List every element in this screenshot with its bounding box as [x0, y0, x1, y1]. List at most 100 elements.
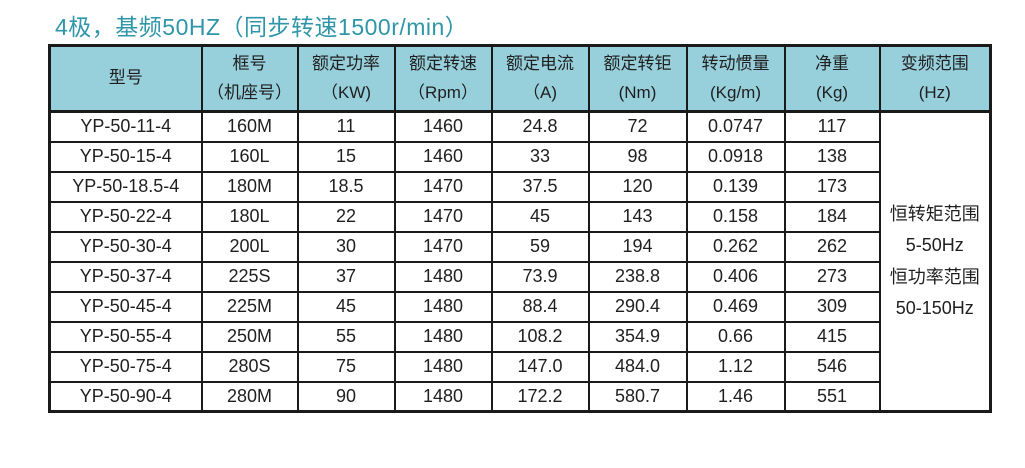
rated-torque-cell: 238.8 — [587, 260, 688, 293]
net-weight-cell: 138 — [783, 140, 881, 173]
frame-cell: 160M — [200, 110, 299, 143]
inertia-cell: 0.406 — [685, 260, 786, 293]
model-cell: YP-50-22-4 — [48, 200, 203, 233]
column-header-rated-current: 额定电流 （A) — [490, 44, 590, 113]
rated-current-cell: 24.8 — [490, 110, 590, 143]
header-line: （A) — [523, 82, 557, 102]
header-line: (Kg) — [815, 82, 849, 102]
frame-cell: 160L — [200, 140, 299, 173]
rated-torque-cell: 98 — [587, 140, 688, 173]
rated-speed-cell: 1470 — [393, 170, 493, 203]
rated-torque-cell: 290.4 — [587, 290, 688, 323]
model-cell: YP-50-30-4 — [48, 230, 203, 263]
rated-power-cell: 11 — [296, 110, 396, 143]
net-weight-cell: 273 — [783, 260, 881, 293]
net-weight-cell: 117 — [783, 110, 881, 143]
frame-cell: 225M — [200, 290, 299, 323]
header-line: 额定转速 — [409, 53, 477, 73]
page-title: 4极，基频50HZ（同步转速1500r/min） — [55, 14, 469, 40]
rated-current-cell: 37.5 — [490, 170, 590, 203]
rated-current-cell: 45 — [490, 200, 590, 233]
inertia-cell: 0.66 — [685, 320, 786, 353]
rated-power-cell: 55 — [296, 320, 396, 353]
rated-current-cell: 147.0 — [490, 350, 590, 383]
spec-table: 型号 框号 （机座号） 额定功率 （KW) 额定转速 （Rpm） 额定电流 — [48, 44, 992, 413]
frame-cell: 225S — [200, 260, 299, 293]
rated-speed-cell: 1480 — [393, 350, 493, 383]
header-line: 净重 — [815, 53, 849, 73]
model-cell: YP-50-37-4 — [48, 260, 203, 293]
column-header-frequency-range: 变频范围 (Hz) — [878, 44, 992, 113]
rated-power-cell: 75 — [296, 350, 396, 383]
rated-speed-cell: 1480 — [393, 380, 493, 413]
frame-cell: 280S — [200, 350, 299, 383]
rated-torque-cell: 194 — [587, 230, 688, 263]
table-header-row: 型号 框号 （机座号） 额定功率 （KW) 额定转速 （Rpm） 额定电流 — [48, 44, 992, 113]
rated-torque-cell: 580.7 — [587, 380, 688, 413]
inertia-cell: 0.262 — [685, 230, 786, 263]
model-cell: YP-50-45-4 — [48, 290, 203, 323]
rated-current-cell: 172.2 — [490, 380, 590, 413]
header-line: (Kg/m) — [710, 82, 761, 102]
inertia-cell: 0.469 — [685, 290, 786, 323]
rated-speed-cell: 1480 — [393, 260, 493, 293]
frame-cell: 180L — [200, 200, 299, 233]
header-line: （机座号） — [207, 82, 292, 102]
inertia-cell: 0.158 — [685, 200, 786, 233]
header-line: 额定转钜 — [603, 53, 672, 73]
table-row: YP-50-18.5-4 180M 18.5 1470 37.5 120 0.1… — [48, 170, 991, 203]
frequency-range-line: 5-50Hz — [905, 235, 964, 255]
table-row: YP-50-30-4 200L 30 1470 59 194 0.262 262 — [48, 230, 991, 263]
header-line: 变频范围 — [900, 53, 969, 73]
header-line: 转动惯量 — [701, 53, 770, 73]
rated-power-cell: 30 — [296, 230, 396, 263]
table-body: YP-50-11-4 160M 11 1460 24.8 72 0.0747 1… — [48, 110, 992, 413]
column-header-model: 型号 — [48, 44, 203, 113]
rated-speed-cell: 1460 — [393, 110, 493, 143]
header-line: 型号 — [108, 68, 143, 88]
rated-power-cell: 37 — [296, 260, 396, 293]
inertia-cell: 0.0747 — [685, 110, 786, 143]
rated-power-cell: 15 — [296, 140, 396, 173]
column-header-rated-torque: 额定转钜 (Nm) — [587, 44, 688, 113]
table-row: YP-50-75-4 280S 75 1480 147.0 484.0 1.12… — [48, 350, 991, 383]
model-cell: YP-50-55-4 — [48, 320, 203, 353]
inertia-cell: 0.139 — [685, 170, 786, 203]
rated-current-cell: 88.4 — [490, 290, 590, 323]
table-row: YP-50-55-4 250M 55 1480 108.2 354.9 0.66… — [48, 320, 991, 353]
table-row: YP-50-22-4 180L 22 1470 45 143 0.158 184 — [48, 200, 991, 233]
rated-current-cell: 33 — [490, 140, 590, 173]
model-cell: YP-50-11-4 — [48, 110, 203, 143]
header-line: (Hz) — [918, 82, 951, 102]
rated-speed-cell: 1480 — [393, 290, 493, 323]
rated-power-cell: 18.5 — [296, 170, 396, 203]
rated-torque-cell: 354.9 — [587, 320, 688, 353]
net-weight-cell: 309 — [783, 290, 881, 323]
column-header-inertia: 转动惯量 (Kg/m) — [685, 44, 786, 113]
net-weight-cell: 184 — [783, 200, 881, 233]
table-row: YP-50-90-4 280M 90 1480 172.2 580.7 1.46… — [48, 380, 991, 413]
rated-speed-cell: 1470 — [393, 200, 493, 233]
rated-current-cell: 108.2 — [490, 320, 590, 353]
rated-torque-cell: 72 — [587, 110, 688, 143]
frequency-range-line: 50-150Hz — [895, 298, 974, 318]
inertia-cell: 1.46 — [685, 380, 786, 413]
rated-torque-cell: 484.0 — [587, 350, 688, 383]
rated-current-cell: 59 — [490, 230, 590, 263]
rated-speed-cell: 1460 — [393, 140, 493, 173]
header-line: 额定电流 — [506, 53, 574, 73]
header-line: 额定功率 — [312, 53, 380, 73]
column-header-net-weight: 净重 (Kg) — [783, 44, 881, 113]
frame-cell: 200L — [200, 230, 299, 263]
column-header-frame: 框号 （机座号） — [200, 44, 299, 113]
column-header-rated-speed: 额定转速 （Rpm） — [393, 44, 493, 113]
rated-torque-cell: 143 — [587, 200, 688, 233]
rated-speed-cell: 1480 — [393, 320, 493, 353]
rated-torque-cell: 120 — [587, 170, 688, 203]
header-line: （Rpm） — [408, 82, 478, 102]
net-weight-cell: 173 — [783, 170, 881, 203]
header-line: （KW) — [320, 82, 372, 102]
model-cell: YP-50-15-4 — [48, 140, 203, 173]
rated-current-cell: 73.9 — [490, 260, 590, 293]
